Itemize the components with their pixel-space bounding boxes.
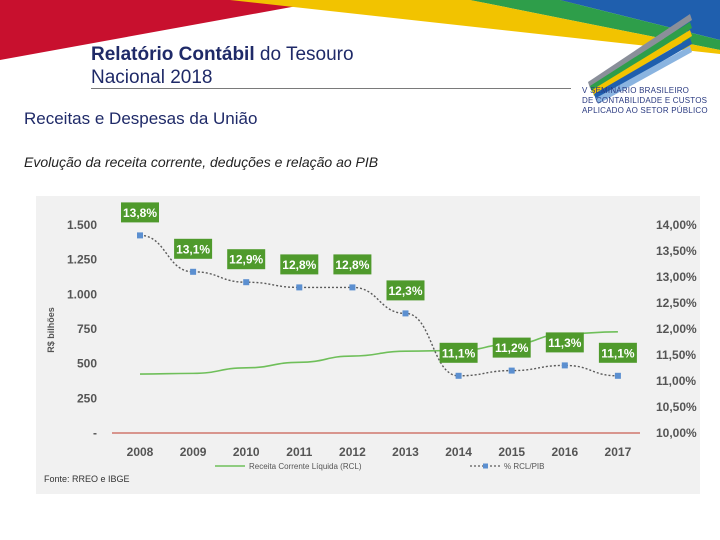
ratio-data-label-bg	[280, 254, 319, 275]
chart-panel	[36, 196, 700, 494]
x-tick-label: 2017	[605, 445, 632, 459]
y-tick-label: -	[93, 426, 97, 440]
x-tick-label: 2009	[180, 445, 207, 459]
ratio-data-label: 11,3%	[548, 336, 582, 350]
y2-tick-label: 10,50%	[656, 400, 697, 414]
logo-line1: V SEMINÁRIO BRASILEIRO	[582, 86, 690, 95]
ratio-point	[296, 284, 303, 291]
ratio-data-label-bg	[121, 202, 159, 223]
seminar-logo-icon	[588, 14, 692, 104]
ratio-point	[137, 232, 143, 239]
report-title-rest: do Tesouro	[254, 44, 354, 65]
y-tick-label: 1.250	[67, 253, 97, 267]
report-title-line1: Relatório Contábil do Tesouro	[91, 43, 511, 66]
section-title: Receitas e Despesas da União	[24, 109, 258, 128]
ratio-point	[561, 362, 568, 369]
x-tick-label: 2012	[339, 445, 366, 459]
x-tick-label: 2010	[233, 445, 260, 459]
y2-tick-label: 11,00%	[656, 374, 696, 388]
x-tick-label: 2008	[127, 445, 154, 459]
legend-rcl-label: Receita Corrente Líquida (RCL)	[249, 462, 362, 471]
seminar-logo-text: V SEMINÁRIO BRASILEIRO DE CONTABILIDADE …	[582, 86, 714, 116]
chart-source: Fonte: RREO e IBGE	[44, 474, 130, 484]
y-tick-label: 1.000	[67, 287, 97, 301]
ratio-point	[614, 372, 621, 379]
ratio-data-label-bg	[386, 280, 425, 301]
ratio-point	[508, 367, 515, 374]
logo-line3: APLICADO AO SETOR PÚBLICO	[582, 106, 708, 115]
y2-tick-label: 12,50%	[656, 296, 697, 310]
ratio-data-label: 13,8%	[123, 206, 157, 220]
x-tick-label: 2011	[286, 445, 312, 459]
x-tick-label: 2015	[498, 445, 525, 459]
ratio-data-label-bg	[545, 332, 584, 353]
ratio-point	[402, 310, 409, 317]
ratio-data-label: 12,9%	[229, 253, 263, 267]
ratio-data-label: 12,8%	[335, 258, 369, 272]
x-tick-label: 2016	[551, 445, 578, 459]
ratio-data-label: 11,1%	[601, 346, 635, 360]
legend-ratio-marker	[483, 463, 488, 469]
ratio-point	[243, 279, 250, 286]
report-title: Relatório Contábil do Tesouro Nacional 2…	[91, 43, 511, 89]
y2-tick-label: 10,00%	[656, 426, 697, 440]
y2-tick-label: 14,00%	[656, 218, 697, 232]
y2-tick-label: 12,00%	[656, 322, 697, 336]
ratio-point	[190, 268, 197, 275]
report-title-bold: Relatório Contábil	[91, 44, 255, 65]
ratio-data-label: 12,3%	[388, 284, 422, 298]
y-tick-label: 1.500	[67, 218, 97, 232]
x-tick-label: 2014	[445, 445, 472, 459]
series-ratio-line	[139, 234, 618, 377]
ratio-point	[455, 372, 462, 379]
ratio-data-label: 11,1%	[442, 346, 476, 360]
y-tick-label: 750	[77, 322, 97, 336]
ratio-data-label-bg	[333, 254, 372, 275]
logo-line2: DE CONTABILIDADE E CUSTOS	[582, 96, 708, 105]
report-title-line2: Nacional 2018	[91, 67, 213, 88]
legend-ratio-label: % RCL/PIB	[504, 462, 544, 471]
chart-caption: Evolução da receita corrente, deduções e…	[24, 154, 379, 170]
y2-tick-label: 11,50%	[656, 348, 696, 362]
y-tick-label: 500	[77, 357, 97, 371]
y2-tick-label: 13,50%	[656, 244, 697, 258]
y-axis-label: R$ bilhões	[46, 307, 56, 353]
ratio-data-label-bg	[227, 249, 266, 270]
ratio-data-label-bg	[439, 342, 478, 363]
ratio-data-label: 12,8%	[282, 258, 316, 272]
title-divider	[91, 88, 571, 89]
ratio-data-label-bg	[174, 238, 213, 259]
y-tick-label: 250	[77, 391, 97, 405]
ratio-data-label: 11,2%	[495, 341, 529, 355]
ratio-point	[349, 284, 356, 291]
series-rcl-line	[139, 330, 618, 375]
y2-tick-label: 13,00%	[656, 270, 697, 284]
ratio-data-label: 13,1%	[176, 242, 210, 256]
ratio-data-label-bg	[598, 342, 637, 363]
ratio-data-label-bg	[492, 337, 531, 358]
x-tick-label: 2013	[392, 445, 419, 459]
